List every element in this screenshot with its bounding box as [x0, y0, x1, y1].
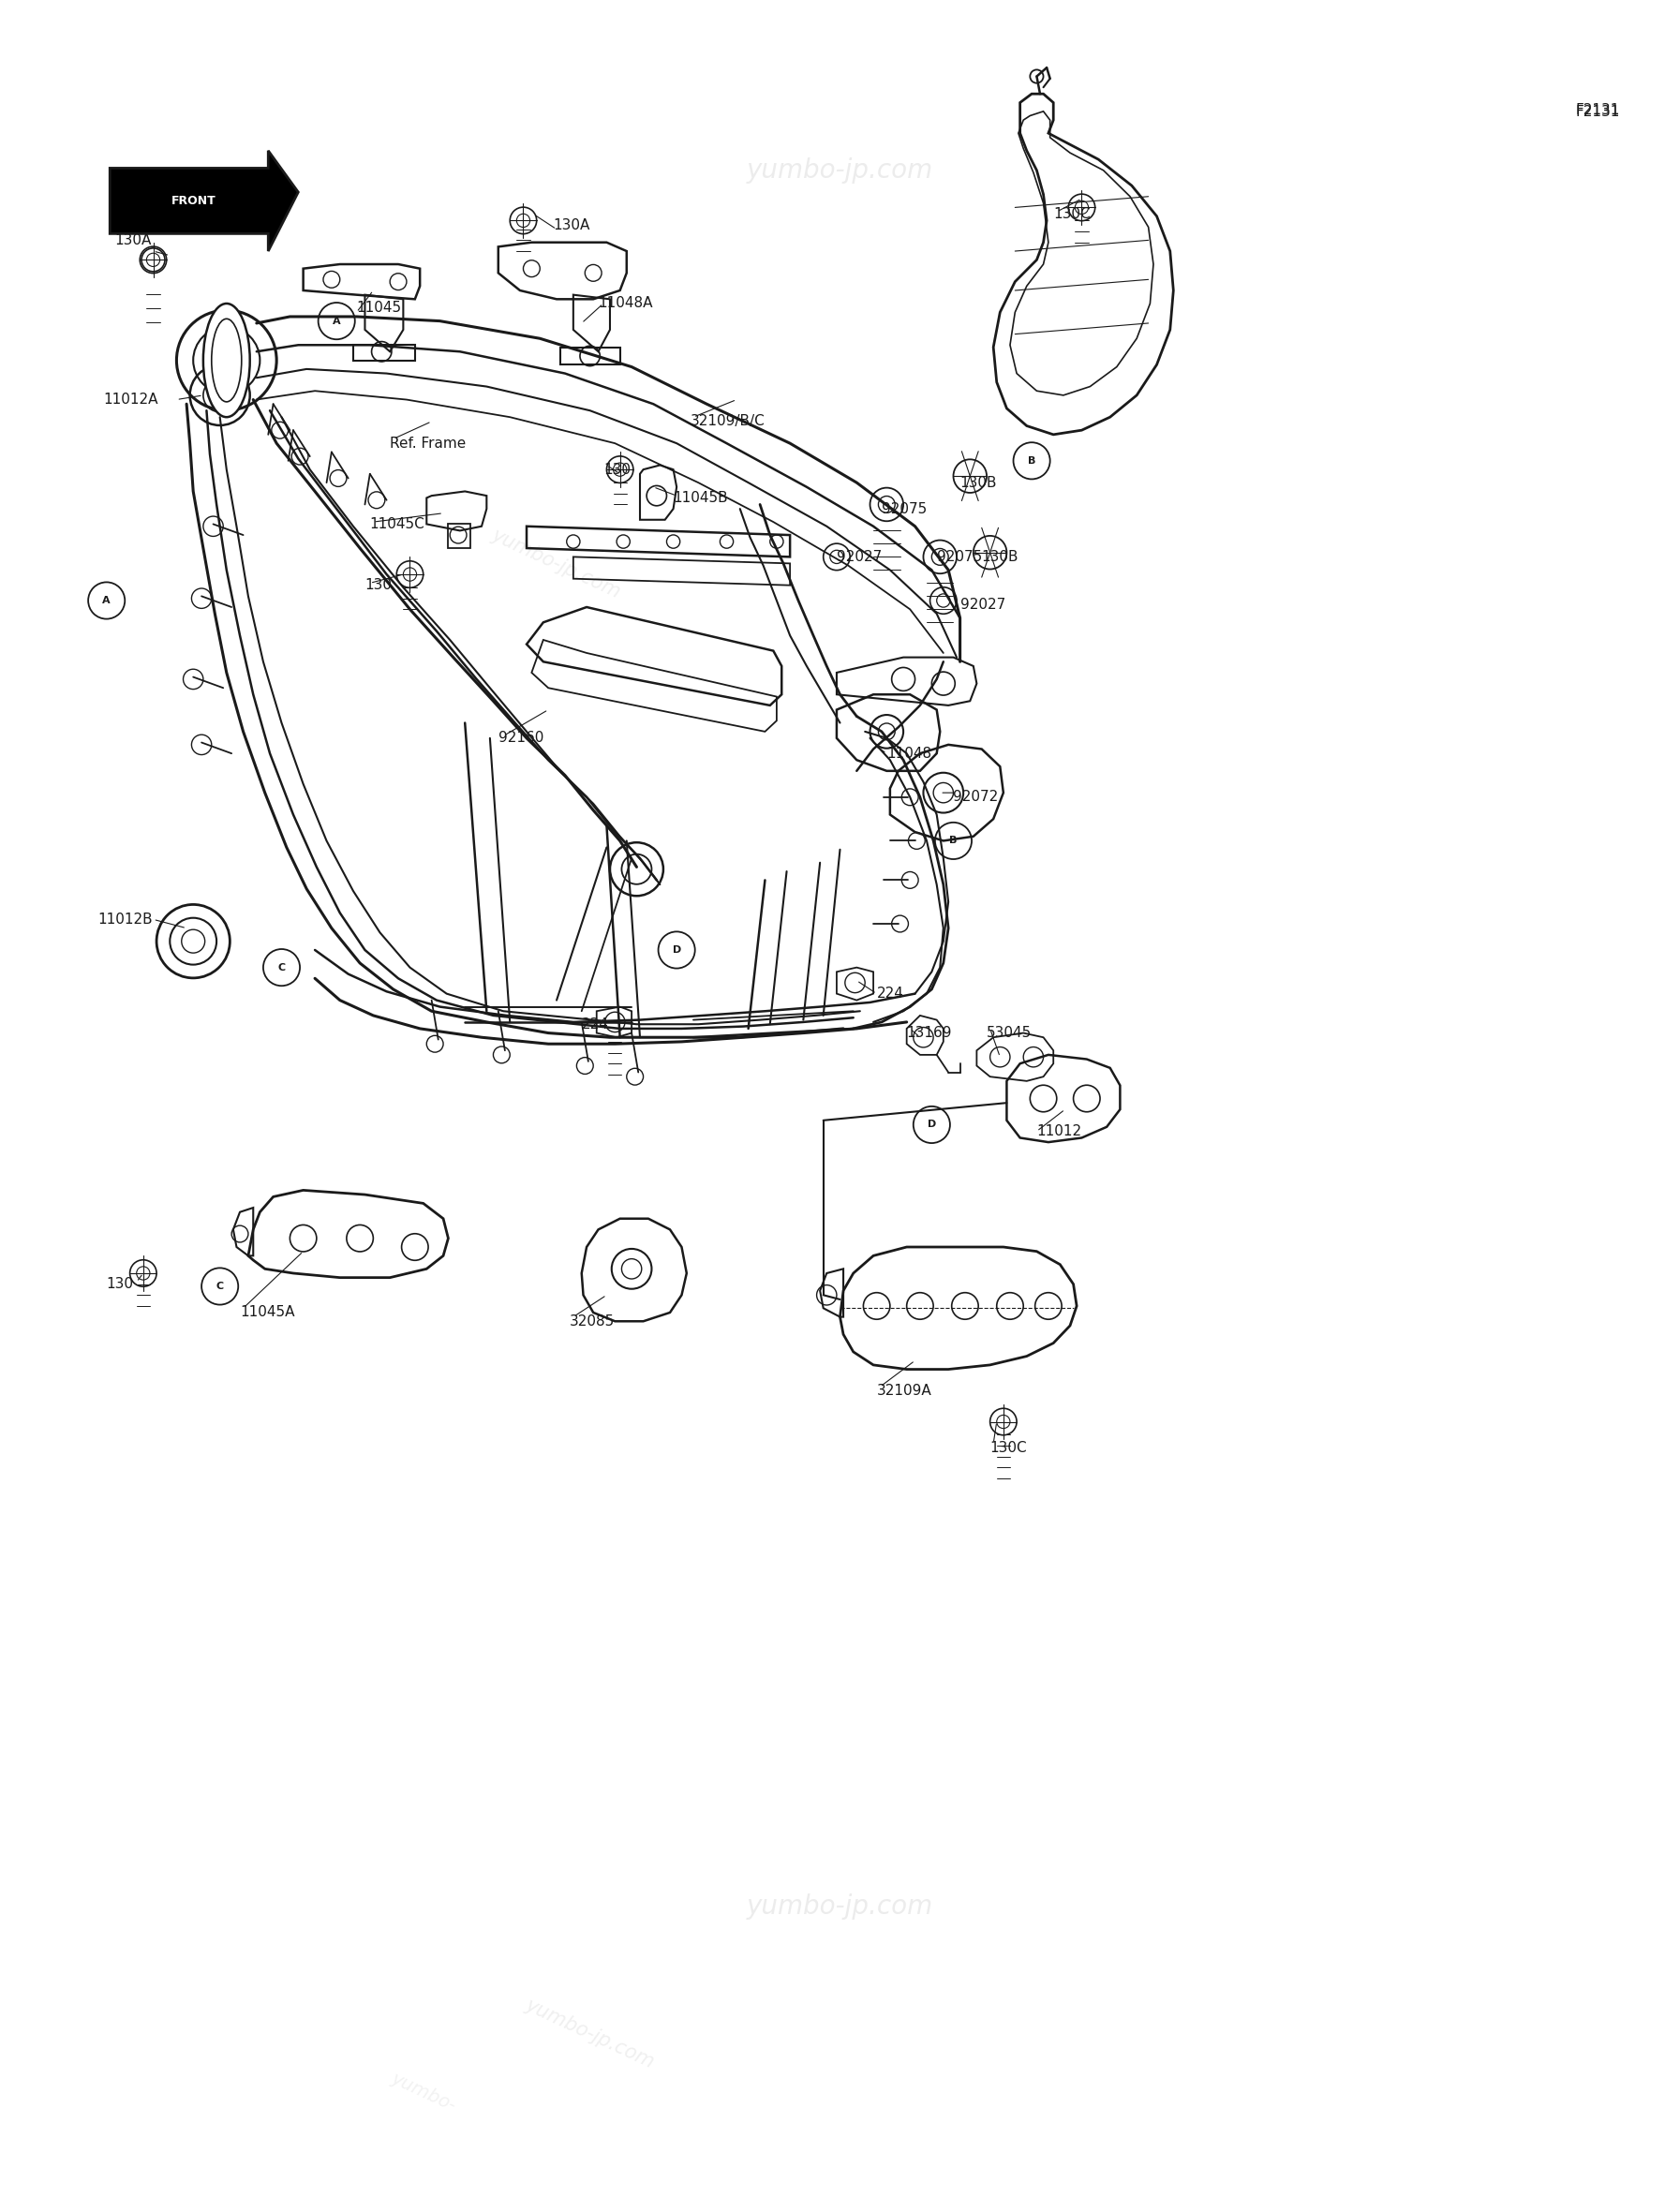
Text: 13169: 13169 — [907, 1026, 953, 1039]
Text: 130C: 130C — [1053, 207, 1090, 222]
Text: 11045A: 11045A — [240, 1305, 294, 1320]
Text: A: A — [102, 595, 111, 604]
Text: F2131: F2131 — [1576, 103, 1620, 116]
Text: D: D — [927, 1120, 936, 1129]
Text: 11045C: 11045C — [370, 516, 425, 532]
Text: 224: 224 — [581, 1017, 608, 1030]
Text: 92075: 92075 — [882, 501, 927, 516]
Text: 130: 130 — [106, 1276, 134, 1292]
Text: 92160: 92160 — [499, 732, 544, 745]
Text: 11045: 11045 — [356, 301, 402, 314]
Text: 11048A: 11048A — [598, 297, 654, 310]
Text: B: B — [949, 837, 958, 846]
Text: 32109/B/C: 32109/B/C — [690, 415, 764, 428]
Ellipse shape — [212, 319, 242, 402]
Text: 130: 130 — [603, 464, 630, 477]
Text: 130A: 130A — [114, 233, 151, 248]
Text: 11012A: 11012A — [102, 393, 158, 406]
Text: B: B — [1028, 457, 1035, 466]
Text: 130: 130 — [365, 578, 391, 593]
Text: 130A: 130A — [553, 218, 590, 233]
Text: yumbo-jp.com: yumbo-jp.com — [746, 1894, 934, 1920]
Text: 92072: 92072 — [953, 791, 998, 804]
Text: C: C — [217, 1281, 223, 1292]
Text: 92027: 92027 — [837, 549, 882, 565]
Text: 11012B: 11012B — [97, 912, 153, 927]
Text: Ref. Frame: Ref. Frame — [390, 437, 465, 450]
Text: C: C — [277, 962, 286, 971]
Text: A: A — [333, 316, 341, 325]
Text: F2131: F2131 — [1576, 105, 1620, 119]
Text: 92027: 92027 — [959, 598, 1005, 613]
Text: 32109A: 32109A — [877, 1384, 932, 1397]
Text: 130B: 130B — [959, 475, 996, 490]
Text: yumbo-jp.com: yumbo-jp.com — [522, 1995, 657, 2072]
Text: 130B: 130B — [981, 549, 1018, 565]
Ellipse shape — [203, 303, 250, 417]
Text: 11045B: 11045B — [674, 490, 727, 505]
Text: FRONT: FRONT — [171, 196, 217, 207]
Text: 92075: 92075 — [937, 549, 981, 565]
Text: 11048: 11048 — [887, 747, 932, 760]
Text: yumbo-jp.com: yumbo-jp.com — [746, 158, 934, 182]
Polygon shape — [109, 152, 299, 250]
Text: 224: 224 — [877, 986, 904, 1000]
Text: yumbo-jp.com: yumbo-jp.com — [489, 525, 625, 602]
Text: 32085: 32085 — [570, 1314, 615, 1329]
Text: 130C: 130C — [990, 1441, 1026, 1454]
Text: D: D — [672, 945, 680, 956]
Text: 11012: 11012 — [1037, 1125, 1082, 1138]
Text: yumbo-: yumbo- — [388, 2070, 459, 2116]
Text: 53045: 53045 — [986, 1026, 1032, 1039]
